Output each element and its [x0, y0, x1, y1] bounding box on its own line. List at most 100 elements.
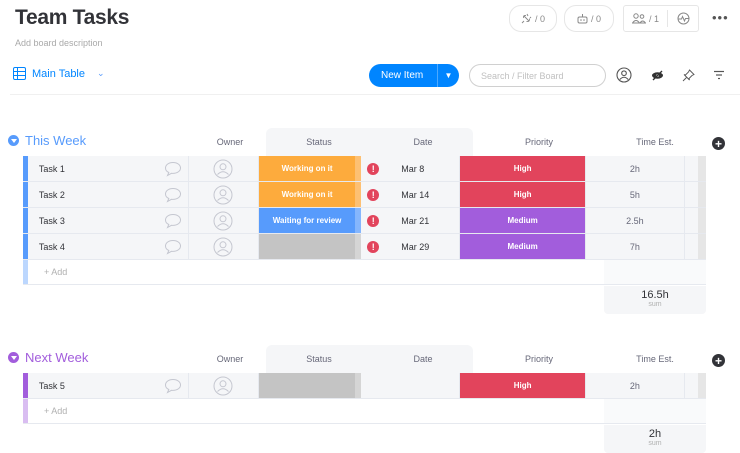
time-est-cell[interactable]: 5h — [586, 182, 685, 207]
owner-cell[interactable] — [189, 234, 259, 259]
time-est-cell[interactable]: 2h — [586, 373, 685, 398]
date-cell[interactable]: ! Mar 8 — [361, 156, 461, 181]
time-est-cell[interactable]: 7h — [586, 234, 685, 259]
column-header-time-est[interactable]: Time Est. — [636, 354, 674, 364]
comment-bubble-icon[interactable] — [164, 187, 182, 203]
add-column-plus-icon[interactable]: + — [712, 354, 725, 367]
add-item-row[interactable]: + Add — [23, 399, 706, 424]
automations-button[interactable]: / 0 — [564, 5, 614, 32]
status-cell[interactable]: Working on it — [258, 182, 356, 207]
row-tail — [685, 182, 699, 207]
more-options-icon[interactable]: ••• — [712, 10, 729, 25]
members-count: / 1 — [649, 13, 660, 24]
priority-label: Medium — [507, 242, 538, 251]
column-header-status[interactable]: Status — [306, 137, 332, 147]
members-button[interactable]: / 1 — [624, 10, 668, 27]
comment-bubble-icon[interactable] — [164, 161, 182, 177]
owner-cell[interactable] — [189, 373, 259, 398]
priority-cell[interactable]: Medium — [460, 234, 586, 259]
item-name-cell[interactable]: Task 5 — [28, 373, 190, 398]
table-row[interactable]: Task 5 High 2h — [23, 373, 706, 399]
item-name: Task 5 — [38, 380, 65, 391]
header-divider — [10, 94, 740, 95]
pin-icon[interactable] — [679, 66, 697, 84]
date-cell[interactable] — [361, 373, 461, 398]
column-header-owner[interactable]: Owner — [216, 354, 244, 364]
group-title-text: This Week — [25, 133, 87, 148]
date-cell[interactable]: ! Mar 21 — [361, 208, 461, 233]
column-header-owner[interactable]: Owner — [216, 137, 244, 147]
table-row[interactable]: Task 1 Working on it ! Mar 8 High 2h — [23, 156, 706, 182]
status-cell[interactable] — [258, 373, 356, 398]
row-color-bar — [23, 208, 28, 233]
status-cell[interactable]: Working on it — [258, 156, 356, 181]
group-next-week-title[interactable]: Next Week — [8, 350, 88, 365]
new-item-dropdown-chevron-icon[interactable]: ▼ — [437, 64, 459, 87]
sum-value: 16.5h — [641, 289, 669, 301]
status-edge — [355, 208, 362, 233]
new-item-label: New Item — [381, 70, 424, 81]
status-cell[interactable]: Waiting for review — [258, 208, 356, 233]
time-est-cell[interactable]: 2h — [586, 156, 685, 181]
column-header-date[interactable]: Date — [413, 354, 433, 364]
group-this-week-title[interactable]: This Week — [8, 133, 86, 148]
status-edge — [355, 182, 362, 207]
person-avatar-icon — [213, 185, 233, 204]
item-name: Task 2 — [38, 189, 65, 200]
table-row[interactable]: Task 2 Working on it ! Mar 14 High 5h — [23, 182, 706, 208]
date-cell[interactable]: ! Mar 14 — [361, 182, 461, 207]
board-title[interactable]: Team Tasks — [15, 6, 130, 29]
priority-cell[interactable]: High — [460, 156, 586, 181]
group-collapse-icon[interactable] — [8, 352, 19, 363]
table-row[interactable]: Task 4 ! Mar 29 Medium 7h — [23, 234, 706, 260]
comment-bubble-icon[interactable] — [164, 213, 182, 229]
priority-cell[interactable]: Medium — [460, 208, 586, 233]
column-header-status[interactable]: Status — [306, 354, 332, 364]
sum-value: 2h — [648, 428, 662, 440]
overdue-alert-icon: ! — [367, 188, 380, 201]
group-1-header-shade — [266, 128, 473, 156]
column-header-time-est[interactable]: Time Est. — [636, 137, 674, 147]
row-scrollbar — [698, 156, 706, 181]
status-label: Working on it — [281, 190, 333, 199]
comment-bubble-icon[interactable] — [164, 239, 182, 255]
add-item-input[interactable]: + Add — [44, 267, 68, 277]
group-collapse-icon[interactable] — [8, 135, 19, 146]
time-value: 5h — [629, 189, 640, 200]
time-est-sum: 2h sum — [604, 425, 706, 453]
main-table-view-selector[interactable]: Main Table ⌄ — [13, 67, 105, 80]
hide-columns-eye-icon[interactable] — [648, 66, 666, 84]
date-cell[interactable]: ! Mar 29 — [361, 234, 461, 259]
add-item-row[interactable]: + Add — [23, 260, 706, 285]
column-header-priority[interactable]: Priority — [524, 354, 553, 364]
activity-button[interactable] — [668, 12, 698, 25]
board-description[interactable]: Add board description — [15, 38, 103, 48]
owner-cell[interactable] — [189, 156, 259, 181]
item-name-cell[interactable]: Task 1 — [28, 156, 190, 181]
priority-cell[interactable]: High — [460, 182, 586, 207]
table-row[interactable]: Task 3 Waiting for review ! Mar 21 Medium… — [23, 208, 706, 234]
row-scrollbar — [698, 208, 706, 233]
item-name-cell[interactable]: Task 2 — [28, 182, 190, 207]
item-name-cell[interactable]: Task 4 — [28, 234, 190, 259]
new-item-button[interactable]: New Item ▼ — [369, 64, 459, 87]
search-filter-input[interactable]: Search / Filter Board — [469, 64, 606, 87]
comment-bubble-icon[interactable] — [164, 378, 182, 394]
column-header-priority[interactable]: Priority — [524, 137, 553, 147]
item-name-cell[interactable]: Task 3 — [28, 208, 190, 233]
column-header-date[interactable]: Date — [413, 137, 433, 147]
row-scrollbar — [698, 182, 706, 207]
owner-cell[interactable] — [189, 182, 259, 207]
filter-sort-icon[interactable] — [710, 66, 728, 84]
owner-cell[interactable] — [189, 208, 259, 233]
add-item-input[interactable]: + Add — [44, 406, 68, 416]
integrations-button[interactable]: / 0 — [509, 5, 557, 32]
time-value: 2h — [629, 380, 640, 391]
time-column-shade — [604, 399, 706, 423]
time-est-cell[interactable]: 2.5h — [586, 208, 685, 233]
row-tail — [685, 208, 699, 233]
add-column-plus-icon[interactable]: + — [712, 137, 725, 150]
person-filter-icon[interactable] — [615, 66, 633, 84]
status-cell[interactable] — [258, 234, 356, 259]
priority-cell[interactable]: High — [460, 373, 586, 398]
